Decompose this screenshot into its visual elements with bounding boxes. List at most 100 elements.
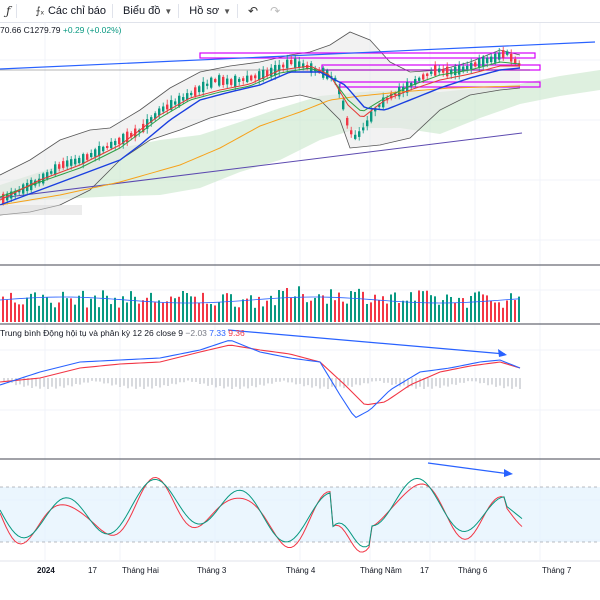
candle-body — [274, 65, 277, 75]
candle-body — [206, 83, 209, 86]
candle-body — [110, 141, 113, 149]
price-legend: 70.66 C1279.79 +0.29 (+0.02%) — [0, 25, 122, 35]
time-axis-label: Tháng 3 — [197, 566, 227, 575]
candle-body — [518, 63, 521, 66]
volume-bar — [134, 296, 136, 322]
toolbar-divider — [16, 4, 18, 18]
candle-body — [382, 97, 385, 108]
candle-body — [162, 106, 165, 112]
volume-bar — [506, 300, 508, 322]
candle-body — [302, 63, 305, 68]
candle-body — [378, 104, 381, 107]
volume-pane[interactable] — [0, 286, 521, 322]
volume-bar — [446, 294, 448, 322]
volume-bar — [518, 296, 520, 322]
volume-bar — [206, 303, 208, 322]
candle-body — [54, 164, 57, 175]
volume-bar — [470, 295, 472, 322]
price-pane[interactable] — [0, 31, 600, 216]
candle-body — [390, 93, 393, 99]
volume-bar — [6, 299, 8, 322]
candle-body — [230, 79, 233, 85]
candle-body — [194, 87, 197, 96]
candle-body — [154, 113, 157, 119]
volume-bar — [406, 300, 408, 322]
candle-body — [218, 75, 221, 86]
volume-bar — [198, 302, 200, 322]
candle-body — [270, 67, 273, 77]
profile-menu-button[interactable]: Hồ sơ ▼ — [179, 0, 237, 22]
candle-body — [226, 78, 229, 85]
volume-bar — [102, 290, 104, 322]
candle-body — [450, 69, 453, 75]
volume-bar — [498, 302, 500, 322]
volume-bar — [250, 295, 252, 322]
volume-bar — [338, 292, 340, 322]
toolbar-divider — [112, 4, 114, 18]
legend-close: C1279.79 — [23, 25, 61, 35]
candle-body — [50, 171, 53, 174]
macd-pane[interactable] — [0, 329, 521, 419]
candle-body — [114, 140, 117, 146]
volume-bar — [146, 297, 148, 322]
volume-bar — [10, 292, 12, 322]
candle-body — [174, 101, 177, 105]
volume-bar — [510, 293, 512, 322]
volume-bar — [278, 290, 280, 322]
volume-bar — [374, 294, 376, 322]
macd-value: 7.33 — [209, 328, 226, 338]
macd-signal-line — [0, 344, 521, 406]
macd-divergence-arrow — [227, 329, 506, 355]
undo-button[interactable]: ↶ — [238, 0, 264, 22]
candle-body — [82, 154, 85, 164]
volume-bar — [54, 307, 56, 322]
candle-body — [74, 158, 77, 165]
volume-bar — [382, 296, 384, 322]
volume-bar — [262, 306, 264, 322]
pane-separators[interactable] — [0, 264, 600, 562]
volume-bar — [66, 298, 68, 322]
volume-bar — [70, 298, 72, 322]
stochastic-pane[interactable] — [0, 462, 600, 553]
volume-bar — [90, 298, 92, 322]
volume-bar — [58, 302, 60, 322]
candle-body — [414, 79, 417, 85]
candle-body — [370, 111, 373, 122]
volume-bar — [274, 305, 276, 322]
indicators-button[interactable]: ⨍ₓ Các chỉ báo — [17, 0, 112, 22]
chart-menu-button[interactable]: Biểu đồ ▼ — [113, 0, 178, 22]
volume-bar — [474, 292, 476, 322]
macd-title: Trung bình Động hội tụ và phân kỳ 12 26 … — [0, 328, 184, 338]
volume-bar — [182, 290, 184, 322]
volume-bar — [410, 292, 412, 322]
volume-bar — [158, 300, 160, 322]
volume-bar — [22, 304, 24, 322]
candle-body — [282, 64, 285, 68]
volume-bar — [26, 297, 28, 322]
function-icon[interactable]: ƒ — [6, 4, 11, 18]
candle-body — [438, 68, 441, 73]
ma-blue-line — [0, 67, 521, 206]
volume-bar — [378, 300, 380, 322]
candle-body — [186, 93, 189, 100]
volume-bar — [218, 302, 220, 322]
candle-body — [422, 74, 425, 80]
volume-bar — [50, 302, 52, 322]
candle-body — [94, 149, 97, 157]
volume-bar — [418, 290, 420, 322]
volume-bar — [154, 302, 156, 322]
redo-button[interactable]: ↷ — [264, 0, 286, 22]
volume-bar — [82, 290, 84, 322]
volume-bar — [106, 295, 108, 322]
candle-body — [22, 184, 25, 194]
stochastic-band — [0, 487, 600, 542]
volume-bar — [478, 291, 480, 322]
bollinger-upper-line — [0, 31, 521, 176]
volume-bar — [230, 294, 232, 322]
candle-body — [454, 66, 457, 75]
legend-prefix: 70.66 — [0, 25, 22, 35]
volume-bar — [162, 302, 164, 322]
candle-body — [130, 132, 133, 138]
volume-bar — [74, 304, 76, 322]
